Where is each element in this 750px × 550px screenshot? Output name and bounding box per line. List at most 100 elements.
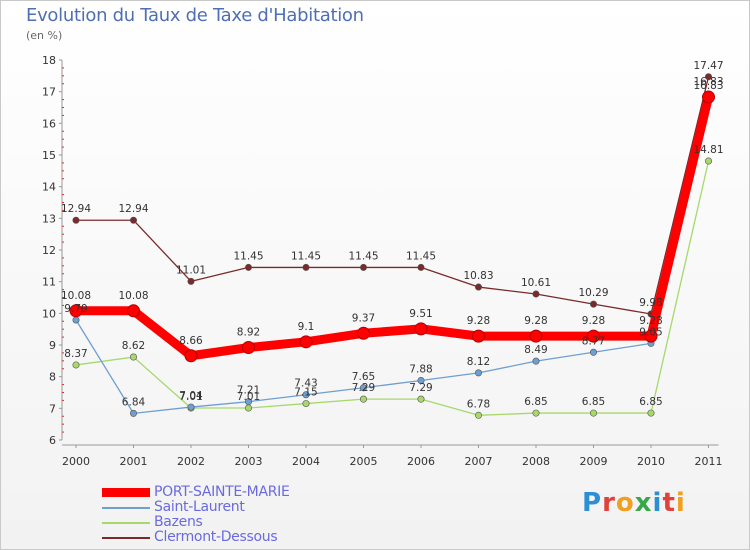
data-point xyxy=(245,398,253,406)
data-point xyxy=(130,409,138,417)
data-point xyxy=(704,73,712,81)
data-label: 7.43 xyxy=(294,378,317,390)
data-point xyxy=(532,357,540,365)
y-tick-label: 12 xyxy=(42,244,56,257)
data-point xyxy=(644,329,658,343)
x-tick-label: 2001 xyxy=(120,455,148,468)
y-tick-label: 11 xyxy=(42,276,56,289)
x-tick-label: 2009 xyxy=(580,455,608,468)
data-label: 10.08 xyxy=(118,290,148,302)
data-label: 11.45 xyxy=(348,250,378,262)
data-point xyxy=(532,409,540,417)
legend-swatch xyxy=(102,537,150,539)
data-label: 7.21 xyxy=(237,385,260,397)
data-label: 14.81 xyxy=(693,144,723,156)
data-point xyxy=(532,290,540,298)
data-label: 7.15 xyxy=(294,387,317,399)
brand-letter: o xyxy=(615,488,635,518)
data-label: 9.28 xyxy=(524,315,547,327)
data-point xyxy=(359,263,367,271)
data-point xyxy=(184,349,198,363)
data-label: 17.47 xyxy=(693,60,723,72)
y-tick-label: 6 xyxy=(49,434,56,447)
data-point xyxy=(187,277,195,285)
data-label: 10.61 xyxy=(521,277,551,289)
legend-label: Saint-Laurent xyxy=(154,499,245,515)
proxiti-logo: Proxiti xyxy=(582,488,686,518)
data-point xyxy=(472,329,485,343)
data-label: 9.28 xyxy=(582,315,605,327)
data-label: 9.79 xyxy=(64,303,87,315)
x-tick-label: 2004 xyxy=(292,455,320,468)
data-label: 8.49 xyxy=(524,344,547,356)
x-tick-label: 2008 xyxy=(522,455,550,468)
data-label: 9.98 xyxy=(639,297,662,309)
data-label: 6.85 xyxy=(524,396,547,408)
data-point xyxy=(69,304,83,318)
data-point xyxy=(299,335,313,349)
series-line-3 xyxy=(75,76,710,315)
x-tick-label: 2010 xyxy=(637,455,665,468)
brand-letter: i xyxy=(652,488,663,518)
data-point xyxy=(302,263,310,271)
series-line-0 xyxy=(71,92,713,361)
x-tick-label: 2006 xyxy=(407,455,435,468)
data-label: 6.85 xyxy=(582,396,605,408)
data-label: 7.01 xyxy=(237,391,260,403)
data-point xyxy=(359,395,367,403)
data-point xyxy=(474,283,482,291)
y-tick-label: 14 xyxy=(42,181,56,194)
y-tick-label: 15 xyxy=(42,149,56,162)
data-label: 8.92 xyxy=(237,327,260,339)
brand-letter: P xyxy=(582,488,603,518)
data-label: 11.45 xyxy=(291,250,321,262)
data-point xyxy=(357,326,370,340)
data-point xyxy=(704,157,712,165)
y-tick-label: 7 xyxy=(49,402,56,415)
y-tick-label: 17 xyxy=(42,86,56,99)
data-label: 11.45 xyxy=(233,250,263,262)
x-tick-label: 2007 xyxy=(465,455,493,468)
series-line-1 xyxy=(75,96,710,415)
y-tick-label: 8 xyxy=(49,371,56,384)
data-label: 7.04 xyxy=(179,390,203,402)
data-label: 12.94 xyxy=(61,203,91,215)
data-label: 9.51 xyxy=(409,308,432,320)
brand-letter: x xyxy=(634,488,653,518)
data-label: 8.66 xyxy=(179,335,203,347)
data-point xyxy=(589,300,597,308)
legend-label: Bazens xyxy=(154,514,203,530)
data-point xyxy=(187,403,195,411)
data-point xyxy=(647,409,655,417)
data-point xyxy=(702,90,715,104)
data-label: 9.28 xyxy=(467,315,490,327)
data-label: 10.08 xyxy=(61,290,91,302)
data-label: 7.29 xyxy=(409,382,432,394)
data-point xyxy=(359,384,367,392)
legend-swatch xyxy=(102,522,150,524)
y-tick-label: 10 xyxy=(42,307,56,320)
data-point xyxy=(417,395,425,403)
data-point xyxy=(302,400,310,408)
data-label: 7.01 xyxy=(179,391,202,403)
data-point xyxy=(130,216,138,224)
data-label: 12.94 xyxy=(118,203,148,215)
data-label: 8.77 xyxy=(582,335,605,347)
brand-letter: r xyxy=(602,488,616,518)
brand-letter: i xyxy=(675,488,686,518)
series-line-2 xyxy=(75,160,710,416)
data-point xyxy=(242,341,255,355)
y-tick-label: 16 xyxy=(42,117,56,130)
data-label: 7.88 xyxy=(409,363,432,375)
legend-label: PORT-SAINTE-MARIE xyxy=(154,484,290,500)
legend-swatch xyxy=(102,488,150,497)
data-label: 16.83 xyxy=(693,80,723,92)
x-tick-label: 2005 xyxy=(350,455,378,468)
y-tick-label: 9 xyxy=(49,339,56,352)
data-label: 7.65 xyxy=(352,371,375,383)
data-label: 9.1 xyxy=(298,321,315,333)
data-label: 11.01 xyxy=(176,264,206,276)
data-point xyxy=(417,376,425,384)
